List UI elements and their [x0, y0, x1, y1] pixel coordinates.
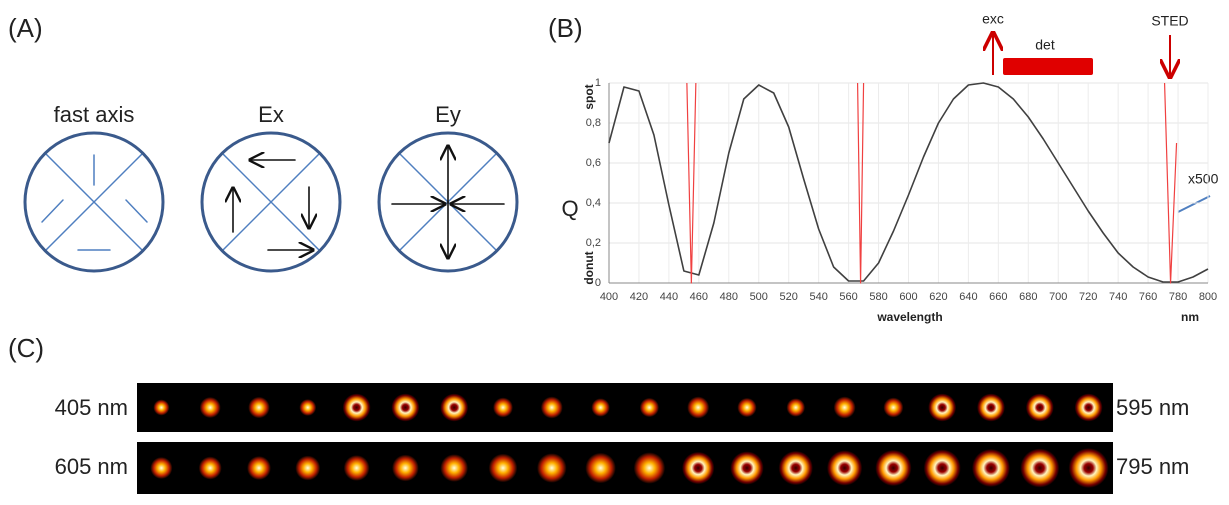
y-tick-label: 0	[595, 277, 601, 289]
psf-spot	[633, 452, 666, 484]
y-tick-label: 0,2	[586, 237, 601, 249]
panel-label: (B)	[548, 13, 583, 43]
x-axis-label: wavelength	[876, 310, 942, 324]
plot: 0 0,2 0,4 0,6 0,8 1 400 420 440 460 480 500 520 540 56…	[586, 77, 1217, 303]
caption: Ex	[258, 102, 284, 127]
y-tick-label: 0,6	[586, 157, 601, 169]
x-tick-label: 720	[1079, 291, 1097, 303]
y-tick-label: 0,4	[586, 197, 601, 209]
psf-spot	[687, 396, 710, 419]
psf-spot	[977, 393, 1005, 422]
image-strip	[137, 383, 1113, 432]
x-axis-unit: nm	[1181, 310, 1199, 324]
psf-spot	[343, 455, 370, 481]
psf-spot	[150, 457, 173, 479]
x-tick-label: 700	[1049, 291, 1067, 303]
x-tick-label: 580	[869, 291, 887, 303]
x-tick-label: 400	[600, 291, 618, 303]
psf-spot	[342, 393, 371, 422]
x-tick-label: 540	[809, 291, 827, 303]
psf-spot	[1020, 448, 1060, 488]
y-axis-label-top: spot	[582, 84, 596, 109]
psf-spot	[1025, 393, 1054, 422]
psf-spot	[923, 449, 961, 487]
psf-spot	[299, 399, 317, 416]
psf-spot	[883, 397, 904, 418]
x-tick-label: 800	[1199, 291, 1217, 303]
psf-spot	[639, 397, 660, 418]
caption: fast axis	[54, 102, 135, 127]
x-tick-label: 440	[660, 291, 678, 303]
psf-spot	[537, 453, 567, 483]
psf-spot	[591, 398, 610, 417]
x-tick-label: 640	[959, 291, 977, 303]
psf-spot	[198, 456, 222, 480]
y-axis-label: Q	[561, 196, 578, 221]
x-tick-label: 740	[1109, 291, 1127, 303]
x-tick-label: 760	[1139, 291, 1157, 303]
pointer	[1177, 195, 1211, 213]
psf-spot	[730, 451, 764, 485]
x-tick-label: 420	[630, 291, 648, 303]
row-start-label: 405 nm	[55, 395, 128, 420]
row-start-label: 605 nm	[55, 454, 128, 479]
x-tick-label: 460	[690, 291, 708, 303]
psf-spot	[826, 450, 863, 486]
psf-spot	[833, 396, 856, 419]
psf-spot	[488, 453, 518, 483]
psf-spot	[295, 455, 321, 481]
psf-spot	[440, 454, 469, 482]
annotation: det	[1035, 37, 1055, 53]
annotation: exc	[982, 11, 1004, 27]
x-tick-label: 680	[1019, 291, 1037, 303]
psf-spot	[778, 450, 813, 486]
x-tick-label: 500	[750, 291, 768, 303]
y-axis-label-bottom: donut	[582, 251, 596, 284]
annotation: x500	[1188, 171, 1219, 187]
x-tick-label: 600	[899, 291, 917, 303]
psf-images	[137, 383, 1113, 494]
annotation: STED	[1151, 13, 1188, 29]
x-tick-label: 780	[1169, 291, 1187, 303]
data-line	[608, 82, 1209, 283]
psf-spot	[493, 397, 513, 418]
waveplate-diagrams	[23, 131, 519, 273]
psf-spot	[786, 398, 806, 417]
row-end-label: 595 nm	[1116, 395, 1189, 420]
x-tick-label: 660	[989, 291, 1007, 303]
x-tick-label: 520	[780, 291, 798, 303]
psf-spot	[928, 393, 957, 422]
psf-spot	[585, 452, 616, 484]
psf-spot	[248, 396, 270, 419]
x-tick-label: 560	[839, 291, 857, 303]
psf-spot	[247, 456, 271, 480]
image-strip	[137, 442, 1113, 494]
psf-spot	[1074, 393, 1103, 422]
y-tick-label: 0,8	[586, 117, 601, 129]
psf-spot	[737, 397, 757, 418]
panel-label: (A)	[8, 13, 43, 43]
data-line	[686, 82, 1178, 284]
x-tick-label: 480	[720, 291, 738, 303]
psf-spot	[681, 451, 715, 485]
psf-spot	[540, 396, 563, 419]
psf-spot	[391, 393, 420, 422]
panel-label: (C)	[8, 333, 44, 363]
y-tick-label: 1	[595, 77, 601, 89]
psf-spot	[1068, 448, 1109, 488]
psf-spot	[153, 399, 170, 416]
detection-band	[1003, 58, 1093, 75]
psf-spot	[440, 393, 469, 422]
psf-spot	[392, 454, 419, 482]
row-end-label: 795 nm	[1116, 454, 1189, 479]
caption: Ey	[435, 102, 461, 127]
psf-spot	[875, 449, 912, 487]
psf-spot	[199, 396, 221, 419]
psf-spot	[971, 448, 1011, 488]
x-tick-label: 620	[929, 291, 947, 303]
